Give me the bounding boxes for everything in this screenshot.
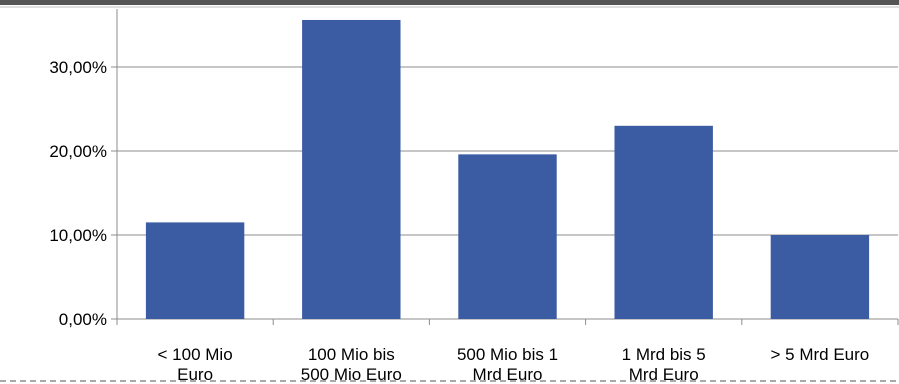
x-category-label: < 100 Mio	[158, 345, 233, 364]
x-category-label: Mrd Euro	[473, 365, 543, 384]
bar	[302, 19, 401, 320]
x-category-label: 500 Mio bis 1	[457, 345, 558, 364]
bar	[458, 154, 557, 319]
x-category-label: Euro	[177, 365, 213, 384]
y-tick-label: 0,00%	[59, 310, 107, 329]
x-category-label: > 5 Mrd Euro	[771, 345, 870, 364]
bar	[145, 222, 245, 319]
bar	[770, 235, 870, 319]
x-category-label: 1 Mrd bis 5	[622, 345, 706, 364]
x-category-label: 100 Mio bis	[308, 345, 395, 364]
y-tick-label: 10,00%	[49, 226, 107, 245]
bars	[145, 19, 870, 320]
x-category-label: Mrd Euro	[629, 365, 699, 384]
bar	[614, 125, 713, 319]
y-tick-labels: 0,00% 10,00% 20,00% 30,00%	[49, 58, 107, 329]
y-tick-label: 20,00%	[49, 142, 107, 161]
x-category-label: 500 Mio Euro	[301, 365, 402, 384]
y-tick-label: 30,00%	[49, 58, 107, 77]
top-frame-band	[0, 0, 899, 5]
